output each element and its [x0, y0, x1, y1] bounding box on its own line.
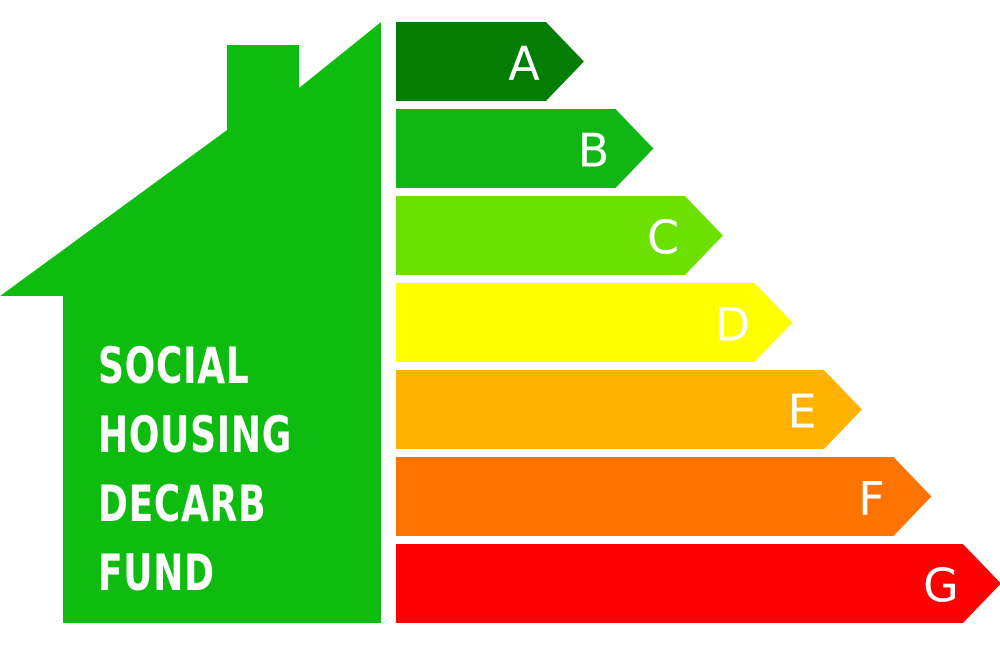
rating-letter-a: A	[508, 37, 540, 91]
rating-band-a	[396, 22, 584, 101]
rating-letter-c: C	[647, 211, 679, 265]
rating-band-f	[396, 457, 932, 536]
rating-letter-d: D	[715, 298, 750, 352]
rating-band-g	[396, 544, 1000, 623]
house-icon	[0, 22, 381, 623]
rating-letter-f: F	[858, 472, 884, 526]
rating-letter-b: B	[578, 124, 610, 178]
caption-line-social: SOCIAL	[98, 337, 250, 395]
rating-letter-g: G	[923, 559, 959, 613]
caption-line-fund: FUND	[98, 544, 215, 602]
rating-band-c	[396, 196, 723, 275]
rating-band-b	[396, 109, 654, 188]
caption-line-housing: HOUSING	[98, 406, 293, 464]
caption-line-decarb: DECARB	[98, 475, 267, 533]
rating-band-d	[396, 283, 793, 362]
house-caption: SOCIAL HOUSING DECARB FUND	[98, 332, 292, 608]
rating-letter-e: E	[787, 385, 816, 439]
rating-band-e	[396, 370, 862, 449]
